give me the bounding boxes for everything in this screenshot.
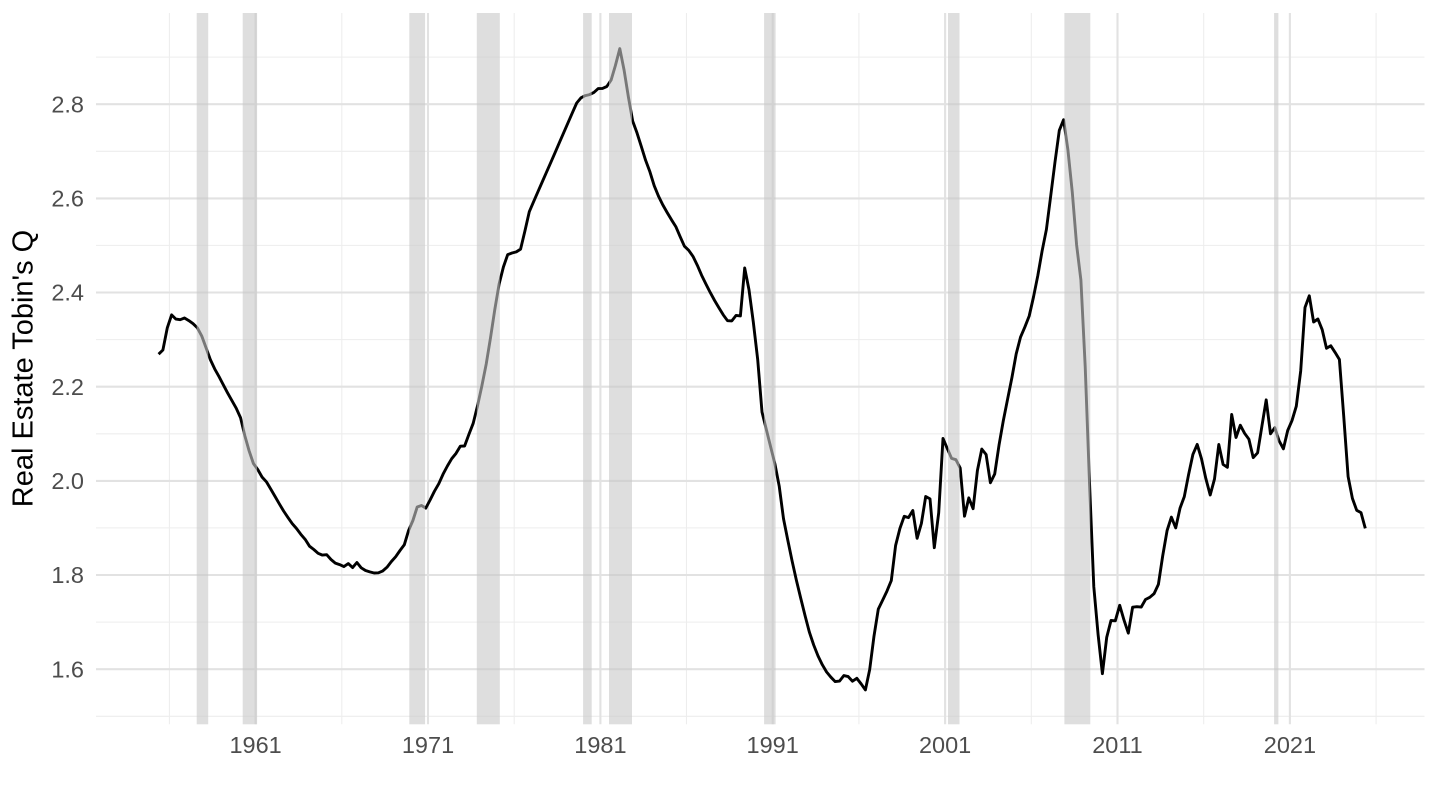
svg-text:2.8: 2.8: [51, 91, 84, 117]
svg-text:2021: 2021: [1264, 732, 1316, 758]
svg-text:1971: 1971: [402, 732, 454, 758]
svg-text:2.6: 2.6: [51, 186, 84, 212]
svg-text:1961: 1961: [229, 732, 281, 758]
svg-text:2011: 2011: [1092, 732, 1143, 758]
svg-text:2.4: 2.4: [51, 280, 84, 306]
svg-text:1981: 1981: [574, 732, 626, 758]
svg-text:2.2: 2.2: [51, 374, 84, 400]
svg-text:2001: 2001: [919, 732, 971, 758]
svg-text:1991: 1991: [747, 732, 799, 758]
svg-text:1.6: 1.6: [51, 656, 84, 682]
svg-text:Real Estate Tobin's Q: Real Estate Tobin's Q: [8, 230, 40, 507]
svg-text:2.0: 2.0: [51, 468, 84, 494]
svg-text:1.8: 1.8: [51, 562, 84, 588]
